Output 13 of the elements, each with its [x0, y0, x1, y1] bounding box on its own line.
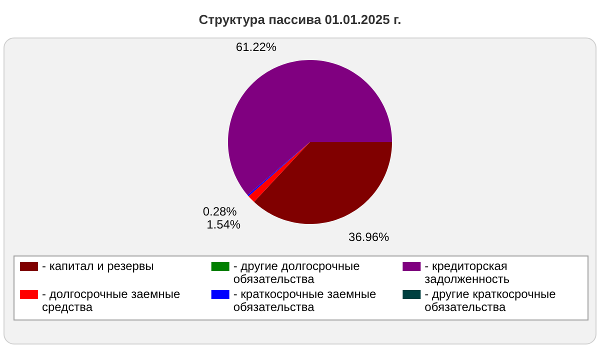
legend-label: - другие долгосрочные обязательства	[233, 259, 360, 286]
legend-label: - капитал и резервы	[42, 259, 154, 273]
legend-label: - краткосрочные заемные обязательства	[233, 287, 376, 314]
data-label: 36.96%	[348, 230, 390, 244]
chart-title: Структура пассива 01.01.2025 г.	[198, 12, 402, 27]
pie-slice	[228, 60, 392, 196]
data-label: 1.54%	[206, 217, 241, 232]
pie-slice	[254, 142, 392, 224]
data-label: 61.22%	[236, 40, 277, 54]
legend-label: - кредиторская задолженность	[424, 259, 510, 286]
legend-label: - другие краткосрочные обязательства	[424, 287, 556, 314]
data-label: 0.28%	[202, 204, 238, 218]
legend-label: - долгосрочные заемные средства	[42, 287, 180, 314]
